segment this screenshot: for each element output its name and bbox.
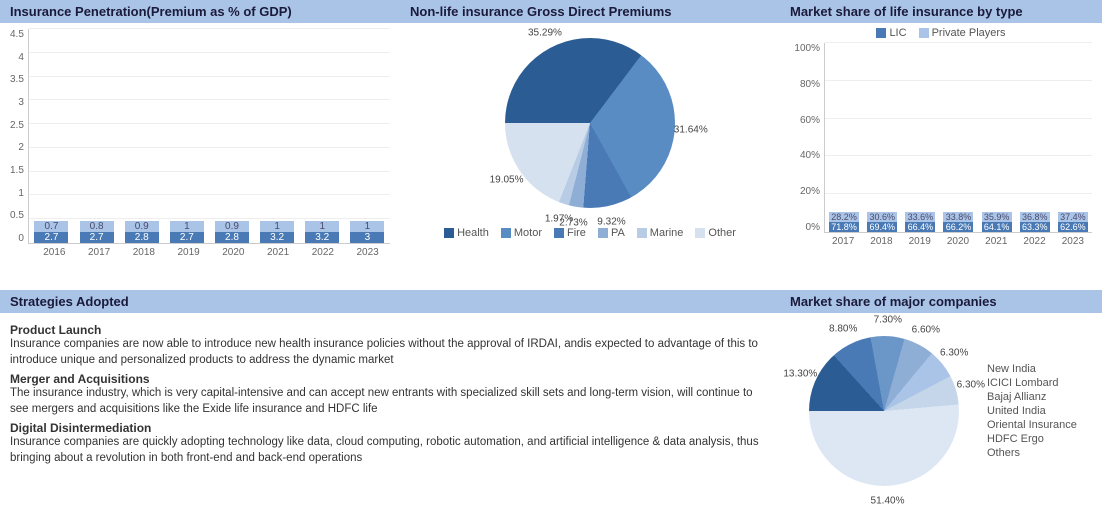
pie-slice-label: 6.30% — [940, 348, 968, 359]
bar-segment: 71.8% — [829, 222, 859, 232]
strategy-heading: Digital Disintermediation — [10, 421, 770, 435]
bar-segment: 1 — [170, 221, 204, 232]
pie-slice-label: 6.60% — [912, 324, 940, 335]
panel-nonlife-pie: Non-life insurance Gross Direct Premiums… — [400, 0, 780, 290]
pie-slice-label: 9.32% — [597, 216, 625, 227]
strategy-body: Insurance companies are quickly adopting… — [10, 435, 770, 466]
legend-item: Health — [444, 227, 489, 239]
legend: LICPrivate Players — [780, 23, 1102, 43]
legend-item: HDFC Ergo — [987, 433, 1102, 445]
x-axis-labels: 20162017201820192020202120222023 — [32, 244, 390, 258]
bar-segment: 63.3% — [1020, 222, 1050, 232]
panel-title: Strategies Adopted — [0, 290, 780, 313]
legend-item: New India — [987, 363, 1102, 375]
panel-title: Market share of major companies — [780, 290, 1102, 313]
pie-slice-label: 6.30% — [957, 379, 985, 390]
pie-slice-label: 8.80% — [829, 323, 857, 334]
legend-item: Others — [987, 447, 1102, 459]
bars-zone: 28.2%71.8% 30.6%69.4% 33.6%66.4% 33.8%66.2%… — [824, 43, 1092, 233]
bar-segment: 35.9% — [982, 212, 1012, 222]
bar-segment: 1 — [260, 221, 294, 232]
bar-segment: 33.6% — [905, 212, 935, 222]
strategy-heading: Product Launch — [10, 323, 770, 337]
bar-segment: 0.8 — [80, 221, 114, 232]
bars-zone: 0.72.70.82.70.92.812.70.92.813.213.213 — [28, 29, 390, 244]
bar-segment: 2.7 — [34, 232, 68, 243]
pie-slice-label: 7.30% — [874, 314, 902, 325]
bar-segment: 37.4% — [1058, 212, 1088, 222]
bar-segment: 30.6% — [867, 212, 897, 222]
panel-title: Non-life insurance Gross Direct Premiums — [400, 0, 780, 23]
panel-title: Market share of life insurance by type — [780, 0, 1102, 23]
strategy-body: Insurance companies are now able to intr… — [10, 337, 770, 368]
bar-segment: 33.8% — [943, 212, 973, 222]
strategy-body: The insurance industry, which is very ca… — [10, 386, 770, 417]
pie-slice-label: 13.30% — [783, 368, 817, 379]
legend-item: United India — [987, 405, 1102, 417]
bar-segment: 3 — [350, 232, 384, 243]
pie-slice-label: 51.40% — [871, 496, 905, 507]
legend-item: ICICI Lombard — [987, 377, 1102, 389]
bar-segment: 3.2 — [305, 232, 339, 243]
bar-segment: 0.7 — [34, 221, 68, 232]
legend-item: PA — [598, 227, 625, 239]
panel-strategies: Strategies Adopted Product LaunchInsuran… — [0, 290, 780, 526]
bar-segment: 2.7 — [170, 232, 204, 243]
panel-life-share: Market share of life insurance by type L… — [780, 0, 1102, 290]
panel-title: Insurance Penetration(Premium as % of GD… — [0, 0, 400, 23]
legend-item: Other — [695, 227, 736, 239]
bar-segment: 36.8% — [1020, 212, 1050, 222]
bar-segment: 0.9 — [125, 221, 159, 232]
y-axis: 100%80%60%40%20%0% — [790, 43, 824, 233]
bar-segment: 64.1% — [982, 222, 1012, 232]
panel-companies: Market share of major companies 13.30% 8.… — [780, 290, 1102, 526]
bar-segment: 69.4% — [867, 222, 897, 232]
strategy-heading: Merger and Acquisitions — [10, 372, 770, 386]
bar-segment: 3.2 — [260, 232, 294, 243]
legend-item: Motor — [501, 227, 542, 239]
x-axis-labels: 2017201820192020202120222023 — [824, 233, 1092, 247]
pie-slice-label: 31.64% — [674, 125, 708, 136]
strategies-body: Product LaunchInsurance companies are no… — [0, 313, 780, 474]
pie-slice-label: 1.97% — [545, 214, 573, 225]
legend-item: Marine — [637, 227, 684, 239]
bar-segment: 2.7 — [80, 232, 114, 243]
bar-segment: 1 — [350, 221, 384, 232]
pie-slice-label: 19.05% — [490, 174, 524, 185]
panel-penetration: Insurance Penetration(Premium as % of GD… — [0, 0, 400, 290]
pie-slice-label: 35.29% — [528, 27, 562, 38]
bar-segment: 66.2% — [943, 222, 973, 232]
y-axis: 4.543.532.521.510.50 — [10, 29, 28, 244]
bar-segment: 2.8 — [125, 232, 159, 243]
legend: New India ICICI Lombard Bajaj Allianz Unite… — [987, 361, 1102, 461]
bar-segment: 62.6% — [1058, 222, 1088, 232]
pie-chart — [505, 38, 675, 208]
bar-segment: 0.9 — [215, 221, 249, 232]
legend-item: Oriental Insurance — [987, 419, 1102, 431]
bar-segment: 2.8 — [215, 232, 249, 243]
bar-segment: 28.2% — [829, 212, 859, 222]
bar-segment: 1 — [305, 221, 339, 232]
bar-segment: 66.4% — [905, 222, 935, 232]
legend-item: Bajaj Allianz — [987, 391, 1102, 403]
pie-chart — [809, 336, 959, 486]
legend: Health Motor Fire PA Marine Other — [400, 223, 780, 243]
legend-item: Fire — [554, 227, 586, 239]
